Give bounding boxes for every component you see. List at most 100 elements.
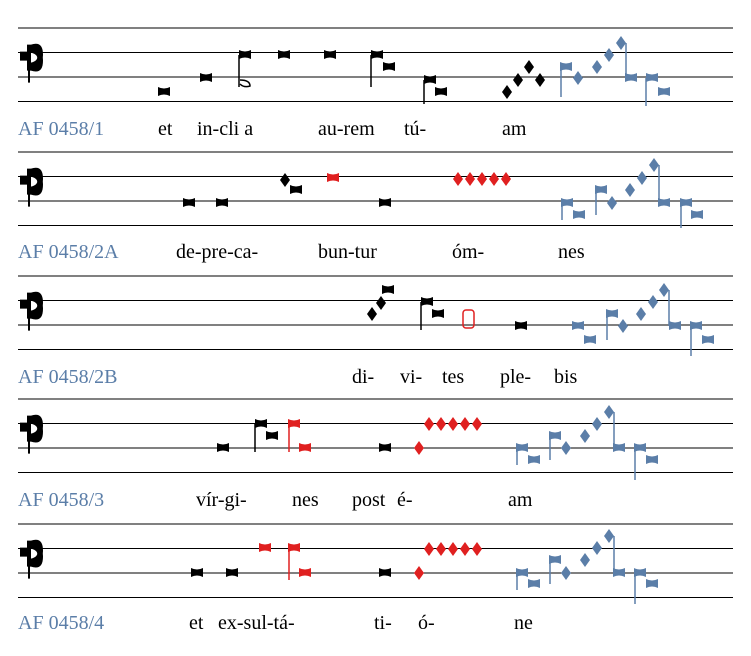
syllable: ex-sul-tá- bbox=[218, 612, 295, 634]
punctum bbox=[191, 568, 203, 577]
clef-square bbox=[20, 299, 28, 309]
punctum bbox=[288, 419, 300, 428]
syllable: au-rem bbox=[318, 118, 375, 140]
punctum bbox=[634, 568, 646, 577]
rhombus bbox=[561, 566, 571, 580]
rhombus bbox=[648, 295, 658, 309]
rhombus bbox=[376, 296, 386, 310]
source-label-3: AF 0458/2B bbox=[18, 366, 118, 388]
punctum bbox=[658, 87, 670, 96]
quilisma bbox=[239, 79, 251, 88]
rhombus bbox=[580, 553, 590, 567]
punctum bbox=[515, 321, 527, 330]
punctum bbox=[584, 335, 596, 344]
syllable: nes bbox=[292, 489, 319, 511]
punctum bbox=[216, 198, 228, 207]
syllable: óm- bbox=[452, 241, 485, 263]
punctum bbox=[549, 555, 561, 564]
punctum bbox=[371, 50, 383, 59]
rhombus bbox=[637, 171, 647, 185]
rhombus bbox=[649, 158, 659, 172]
punctum bbox=[528, 455, 540, 464]
punctum bbox=[379, 198, 391, 207]
syllable: vír-gi- bbox=[196, 489, 247, 511]
punctum bbox=[200, 73, 212, 82]
clef-hook bbox=[31, 550, 43, 568]
punctum bbox=[327, 173, 339, 182]
rhombus bbox=[424, 417, 434, 431]
punctum bbox=[680, 198, 692, 207]
punctum bbox=[383, 62, 395, 71]
syllable: in-cli a bbox=[197, 118, 254, 140]
syllable: tes bbox=[442, 366, 465, 388]
clef-stem bbox=[27, 415, 31, 442]
syllable: di- bbox=[352, 366, 375, 388]
rhombus bbox=[448, 417, 458, 431]
punctum bbox=[288, 543, 300, 552]
rhombus bbox=[580, 429, 590, 443]
punctum bbox=[549, 431, 561, 440]
clef-hook bbox=[31, 54, 43, 72]
rhombus bbox=[367, 307, 377, 321]
punctum bbox=[158, 87, 170, 96]
punctum bbox=[702, 335, 714, 344]
rhombus bbox=[489, 172, 499, 186]
punctum bbox=[572, 321, 584, 330]
rhombus bbox=[424, 542, 434, 556]
punctum bbox=[691, 210, 703, 219]
syllable: am bbox=[502, 118, 527, 140]
clef-stem bbox=[27, 292, 31, 319]
rhombus bbox=[414, 441, 424, 455]
rhombus bbox=[280, 173, 290, 187]
punctum bbox=[217, 443, 229, 452]
punctum bbox=[658, 198, 670, 207]
clef-stem bbox=[27, 168, 31, 195]
rhombus bbox=[592, 541, 602, 555]
rhombus bbox=[472, 542, 482, 556]
clef-hook bbox=[31, 302, 43, 320]
rhombus bbox=[436, 417, 446, 431]
clef-hook bbox=[31, 425, 43, 443]
rhombus bbox=[460, 417, 470, 431]
syllable: ple- bbox=[500, 366, 532, 388]
punctum bbox=[613, 568, 625, 577]
punctum bbox=[669, 321, 681, 330]
punctum bbox=[432, 309, 444, 318]
syllable: post bbox=[352, 489, 386, 511]
punctum bbox=[516, 568, 528, 577]
punctum bbox=[299, 443, 311, 452]
rhombus bbox=[477, 172, 487, 186]
rhombus bbox=[460, 542, 470, 556]
clef-square bbox=[20, 51, 28, 61]
rhombus bbox=[502, 85, 512, 99]
rhombus bbox=[501, 172, 511, 186]
punctum bbox=[528, 579, 540, 588]
rhombus bbox=[453, 172, 463, 186]
punctum bbox=[646, 579, 658, 588]
punctum bbox=[266, 431, 278, 440]
clef-stem bbox=[27, 540, 31, 567]
quilisma bbox=[462, 309, 475, 329]
punctum bbox=[613, 443, 625, 452]
punctum bbox=[690, 321, 702, 330]
rhombus bbox=[636, 307, 646, 321]
rhombus bbox=[618, 319, 628, 333]
rhombus bbox=[573, 71, 583, 85]
punctum bbox=[595, 185, 607, 194]
punctum bbox=[646, 455, 658, 464]
syllable: é- bbox=[397, 489, 413, 511]
rhombus bbox=[448, 542, 458, 556]
clef-square bbox=[20, 547, 28, 557]
punctum bbox=[255, 419, 267, 428]
rhombus bbox=[513, 73, 523, 87]
syllable: ó- bbox=[418, 612, 435, 634]
rhombus bbox=[524, 60, 534, 74]
syllable: de-pre-ca- bbox=[176, 241, 259, 263]
syllable: tú- bbox=[404, 118, 427, 140]
punctum bbox=[379, 568, 391, 577]
punctum bbox=[516, 443, 528, 452]
punctum bbox=[290, 185, 302, 194]
rhombus bbox=[604, 48, 614, 62]
rhombus bbox=[535, 73, 545, 87]
rhombus bbox=[592, 417, 602, 431]
